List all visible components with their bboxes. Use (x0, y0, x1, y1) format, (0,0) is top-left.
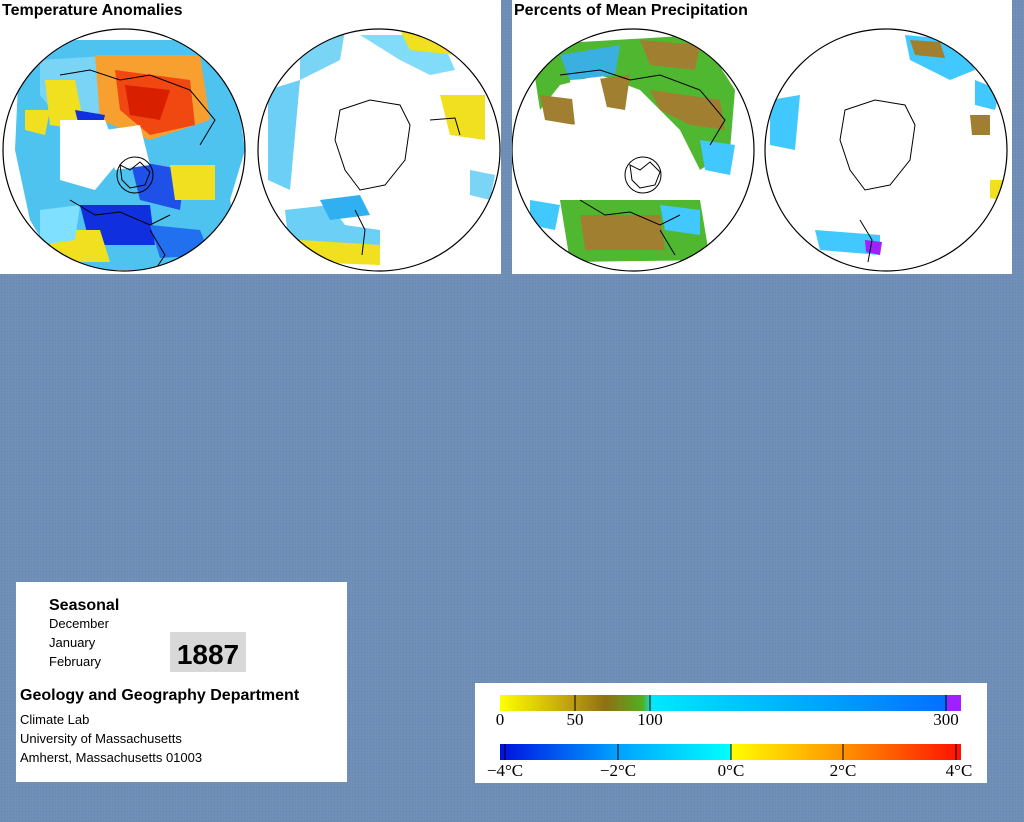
address-line-1: Climate Lab (20, 712, 90, 727)
month-february: February (49, 654, 102, 669)
precip-label-50: 50 (566, 710, 584, 729)
precip-label-300: 300 (933, 710, 959, 729)
precipitation-left-globe-outline (512, 28, 755, 272)
year-box: 1887 (170, 632, 246, 672)
month-january: January (49, 635, 96, 650)
temp-label-2: 2°C (829, 761, 857, 780)
temperature-right-globe-outline (257, 28, 501, 272)
precipitation-right-globe-outline (764, 28, 1008, 272)
temperature-panel: Temperature Anomalies (0, 0, 501, 274)
precipitation-color-bar (500, 695, 961, 711)
precip-label-0: 0 (495, 710, 505, 729)
precipitation-maps (512, 28, 1008, 272)
temperature-north-hemisphere (3, 29, 245, 271)
legend-box: 0 50 100 300 −4°C −2°C 0°C 2°C 4°C (475, 683, 987, 783)
precipitation-north-hemisphere (512, 29, 754, 271)
temperature-title: Temperature Anomalies (0, 0, 185, 22)
temp-label-minus2: −2°C (599, 761, 637, 780)
legend-bars (500, 695, 961, 760)
info-box: Seasonal December January February 1887 … (16, 582, 347, 782)
temp-label-4: 4°C (945, 761, 973, 780)
month-december: December (49, 616, 109, 631)
temperature-left-globe-outline (2, 28, 246, 272)
temperature-maps (2, 28, 501, 272)
department-name: Geology and Geography Department (20, 687, 300, 704)
precipitation-title: Percents of Mean Precipitation (512, 0, 750, 22)
address-line-3: Amherst, Massachusetts 01003 (20, 750, 203, 765)
precipitation-south-hemisphere (765, 29, 1007, 271)
temp-label-0: 0°C (717, 761, 745, 780)
precip-label-100: 100 (637, 710, 663, 729)
address-line-2: University of Massachusetts (20, 731, 182, 746)
season-label: Seasonal (49, 597, 120, 614)
temp-label-minus4: −4°C (486, 761, 524, 780)
precipitation-panel: Percents of Mean Precipitation (512, 0, 1012, 274)
year-value: 1887 (176, 639, 240, 670)
temperature-south-hemisphere (258, 29, 500, 271)
